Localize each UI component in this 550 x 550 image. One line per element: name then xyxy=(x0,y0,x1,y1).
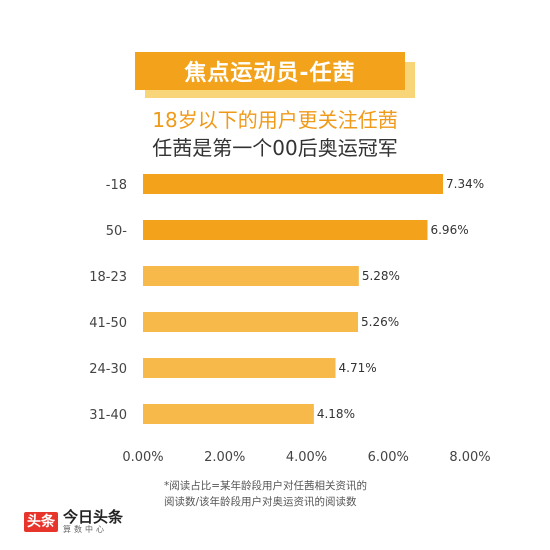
bar xyxy=(143,220,428,240)
footnote-line-2: 阅读数/该年龄段用户对奥运资讯的阅读数 xyxy=(164,496,357,508)
value-label: 5.26% xyxy=(361,315,399,329)
bar-chart: -18 7.34% 50- 6.96% 18-23 5.28% 41-50 5.26% 24-3… xyxy=(89,174,491,465)
category-label: 24-30 xyxy=(89,362,127,377)
bar xyxy=(143,358,336,378)
category-label: 50- xyxy=(106,224,128,239)
title-banner: 焦点运动员-任茜 xyxy=(135,52,420,102)
logo-text: 今日头条 算数中心 xyxy=(63,509,123,535)
value-label: 5.28% xyxy=(362,269,400,283)
bar xyxy=(143,266,359,286)
value-label: 7.34% xyxy=(446,177,484,191)
logo-badge: 头条 xyxy=(24,512,58,532)
x-tick-label: 0.00% xyxy=(122,450,163,465)
x-tick-label: 8.00% xyxy=(449,450,490,465)
footnote: *阅读占比=某年龄段用户对任茜相关资讯的 阅读数/该年龄段用户对奥运资讯的阅读数 xyxy=(164,478,464,510)
logo-subtitle: 算数中心 xyxy=(63,525,107,534)
value-label: 4.71% xyxy=(339,361,377,375)
category-label: 31-40 xyxy=(89,408,127,423)
x-tick-label: 2.00% xyxy=(204,450,245,465)
chart-subtitle-2: 任茜是第一个00后奥运冠军 xyxy=(152,136,398,160)
x-tick-label: 6.00% xyxy=(368,450,409,465)
footnote-line-1: *阅读占比=某年龄段用户对任茜相关资讯的 xyxy=(164,480,368,492)
bar xyxy=(143,174,444,194)
brand-logo: 头条 今日头条 算数中心 xyxy=(24,509,123,535)
category-label: 18-23 xyxy=(89,270,127,285)
chart-subtitle: 18岁以下的用户更关注任茜 xyxy=(152,108,398,132)
chart-title: 焦点运动员-任茜 xyxy=(135,52,405,90)
category-label: -18 xyxy=(106,178,127,193)
logo-name: 今日头条 xyxy=(63,508,124,526)
bar xyxy=(143,312,359,332)
value-label: 6.96% xyxy=(430,223,468,237)
x-tick-label: 4.00% xyxy=(286,450,327,465)
category-label: 41-50 xyxy=(89,316,127,331)
bar xyxy=(143,404,314,424)
value-label: 4.18% xyxy=(317,407,355,421)
